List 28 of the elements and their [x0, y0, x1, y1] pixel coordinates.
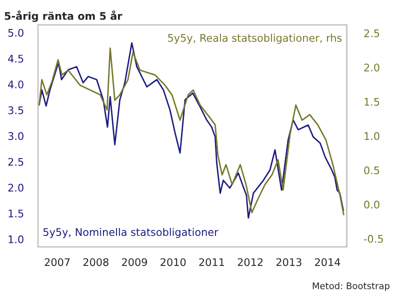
x-tick-label: 2009: [122, 258, 148, 266]
x-tick-label: 2014: [315, 258, 340, 266]
y2-tick-label: 0.0: [364, 200, 380, 209]
text: Metod: Bootstrap: [312, 282, 390, 291]
text: 5y5y, Nominella statsobligationer: [43, 228, 218, 238]
y2-tick-label: 0.5: [364, 166, 380, 174]
text: 5y5y, Reala statsobligationer, rhs: [168, 34, 342, 44]
y-tick-label: 5.0: [8, 28, 24, 37]
y2-tick-label: 1.0: [364, 132, 380, 140]
y2-tick-label: 1.5: [364, 98, 380, 106]
y-tick-label: 4.5: [8, 54, 24, 63]
y-tick-label: 3.0: [8, 132, 24, 140]
y2-tick-label: 2.0: [364, 64, 380, 72]
y-tick-label: 2.5: [8, 158, 24, 166]
y-tick-label: 1.5: [8, 210, 24, 218]
y-tick-label: 4.0: [8, 80, 24, 88]
x-tick-label: 2007: [44, 258, 70, 266]
y-tick-label: 3.5: [8, 106, 24, 114]
x-tick-label: 2011: [199, 258, 224, 266]
x-tick-label: 2013: [276, 258, 302, 266]
chart-title: 5-årig ränta om 5 år: [4, 10, 122, 22]
y2-tick-label: -0.5: [364, 234, 383, 243]
x-tick-label: 2010: [160, 258, 186, 266]
y2-tick-label: 2.5: [364, 29, 380, 38]
x-tick-label: 2008: [83, 258, 108, 266]
x-tick-label: 2012: [238, 258, 263, 266]
y-tick-label: 1.0: [8, 235, 24, 244]
y-tick-label: 2.0: [8, 184, 24, 192]
